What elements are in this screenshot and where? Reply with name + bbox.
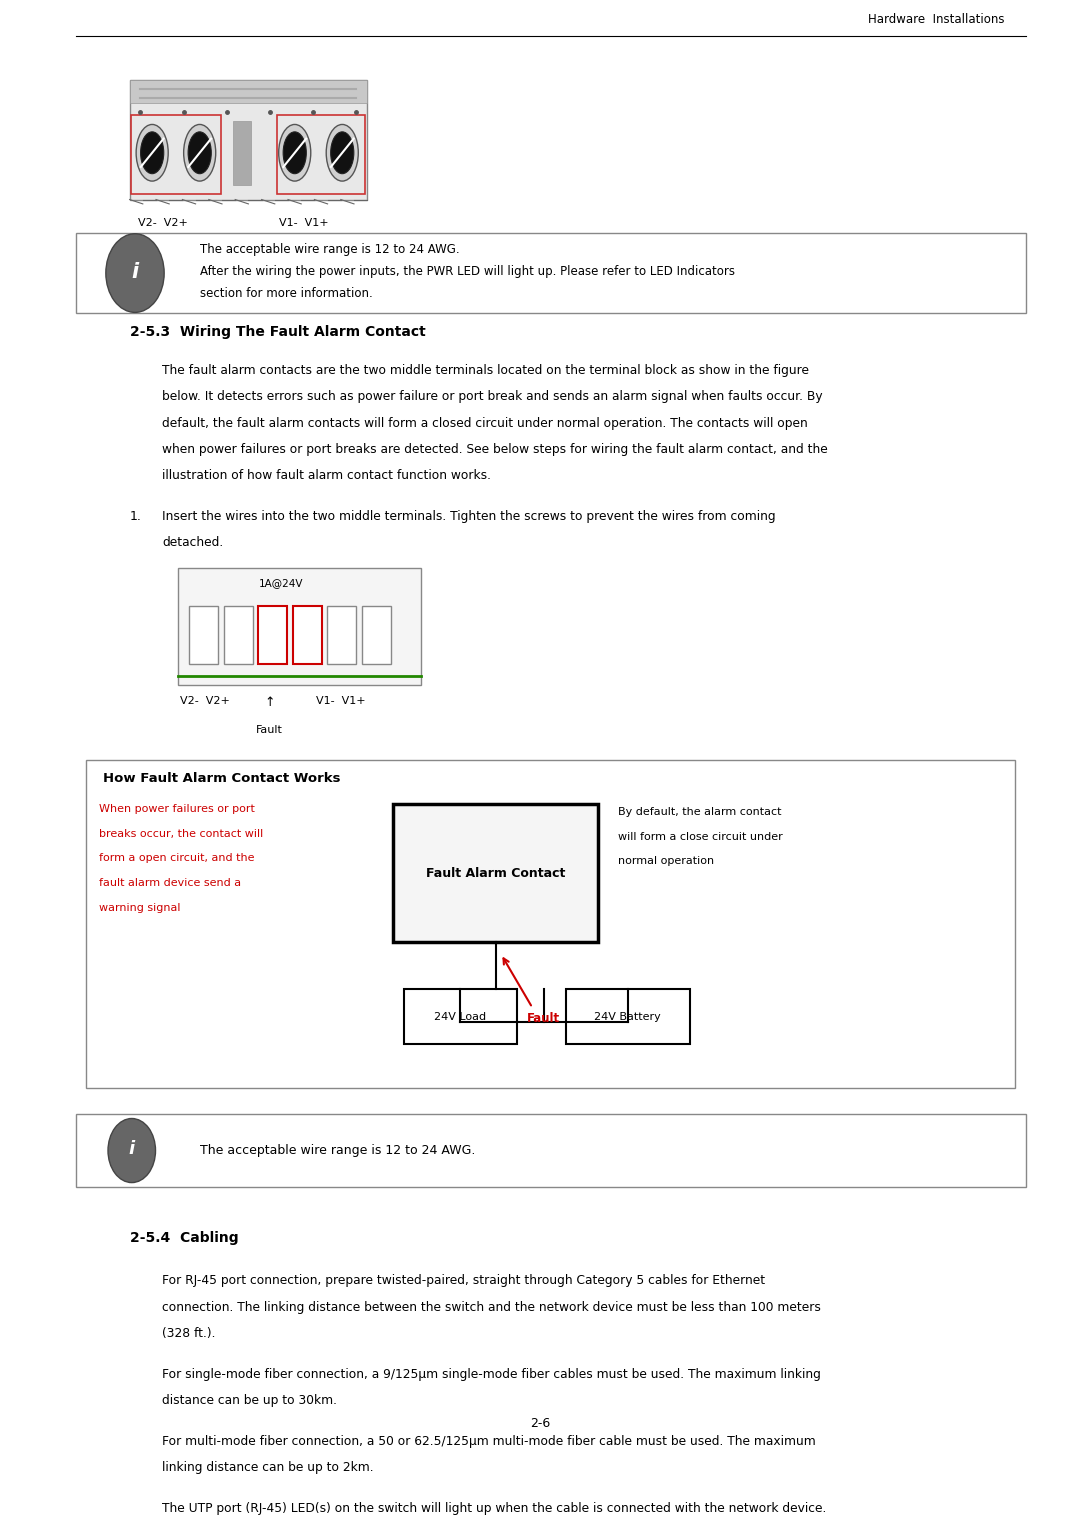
Text: section for more information.: section for more information. [200, 287, 373, 299]
Text: 1.: 1. [130, 510, 141, 522]
Text: 2-5.4  Cabling: 2-5.4 Cabling [130, 1231, 239, 1245]
Bar [224, 606, 253, 664]
Text: illustration of how fault alarm contact function works.: illustration of how fault alarm contact … [162, 469, 491, 483]
Bar [131, 115, 221, 194]
Bar [178, 568, 421, 684]
Text: For RJ-45 port connection, prepare twisted-paired, straight through Category 5 c: For RJ-45 port connection, prepare twist… [162, 1275, 765, 1287]
Bar [393, 803, 598, 942]
Text: when power failures or port breaks are detected. See below steps for wiring the : when power failures or port breaks are d… [162, 443, 827, 455]
Text: normal operation: normal operation [618, 857, 714, 866]
Text: 2-5.3  Wiring The Fault Alarm Contact: 2-5.3 Wiring The Fault Alarm Contact [130, 325, 426, 339]
Text: (328 ft.).: (328 ft.). [162, 1327, 216, 1339]
Bar [362, 606, 391, 664]
Ellipse shape [184, 125, 216, 182]
Text: linking distance can be up to 2km.: linking distance can be up to 2km. [162, 1461, 374, 1474]
Text: By default, the alarm contact: By default, the alarm contact [618, 806, 781, 817]
Text: form a open circuit, and the: form a open circuit, and the [99, 854, 255, 863]
Text: below. It detects errors such as power failure or port break and sends an alarm : below. It detects errors such as power f… [162, 391, 823, 403]
Circle shape [108, 1118, 156, 1182]
Text: V2-  V2+: V2- V2+ [180, 696, 230, 705]
Bar [76, 1115, 1026, 1186]
Bar [86, 760, 1015, 1087]
Bar [327, 606, 356, 664]
Text: i: i [132, 261, 138, 281]
Text: Fault: Fault [527, 1012, 561, 1025]
Bar [276, 115, 365, 194]
Text: For multi-mode fiber connection, a 50 or 62.5/125μm multi-mode fiber cable must : For multi-mode fiber connection, a 50 or… [162, 1434, 815, 1448]
Text: The acceptable wire range is 12 to 24 AWG.: The acceptable wire range is 12 to 24 AW… [200, 1144, 475, 1157]
Text: fault alarm device send a: fault alarm device send a [99, 878, 242, 889]
Text: distance can be up to 30km.: distance can be up to 30km. [162, 1394, 337, 1406]
Text: The UTP port (RJ-45) LED(s) on the switch will light up when the cable is connec: The UTP port (RJ-45) LED(s) on the switc… [162, 1501, 826, 1515]
Text: detached.: detached. [162, 536, 224, 548]
Text: Insert the wires into the two middle terminals. Tighten the screws to prevent th: Insert the wires into the two middle ter… [162, 510, 775, 522]
Text: connection. The linking distance between the switch and the network device must : connection. The linking distance between… [162, 1301, 821, 1313]
Bar [189, 606, 218, 664]
Bar [258, 606, 287, 664]
Text: 2-6: 2-6 [530, 1417, 550, 1431]
Text: The fault alarm contacts are the two middle terminals located on the terminal bl: The fault alarm contacts are the two mid… [162, 363, 809, 377]
Bar [233, 121, 251, 185]
Circle shape [106, 234, 164, 313]
Ellipse shape [279, 125, 311, 182]
Text: V2-  V2+: V2- V2+ [138, 218, 188, 229]
Text: i: i [129, 1141, 135, 1157]
Text: will form a close circuit under: will form a close circuit under [618, 832, 782, 841]
Text: Fault: Fault [256, 725, 283, 736]
Text: V1-  V1+: V1- V1+ [279, 218, 328, 229]
Text: 1A@24V: 1A@24V [258, 579, 302, 588]
Ellipse shape [330, 131, 354, 174]
Text: When power failures or port: When power failures or port [99, 803, 255, 814]
Ellipse shape [140, 131, 164, 174]
Text: Hardware  Installations: Hardware Installations [868, 14, 1004, 26]
Ellipse shape [326, 125, 359, 182]
Text: Fault Alarm Contact: Fault Alarm Contact [426, 867, 565, 880]
Text: ↑: ↑ [265, 696, 275, 709]
Ellipse shape [188, 131, 212, 174]
Text: warning signal: warning signal [99, 902, 180, 913]
Text: default, the fault alarm contacts will form a closed circuit under normal operat: default, the fault alarm contacts will f… [162, 417, 808, 429]
Text: For single-mode fiber connection, a 9/125μm single-mode fiber cables must be use: For single-mode fiber connection, a 9/12… [162, 1368, 821, 1380]
Text: How Fault Alarm Contact Works: How Fault Alarm Contact Works [103, 771, 340, 785]
Text: V1-  V1+: V1- V1+ [316, 696, 366, 705]
Text: After the wiring the power inputs, the PWR LED will light up. Please refer to LE: After the wiring the power inputs, the P… [200, 266, 734, 278]
Bar [404, 989, 517, 1044]
Text: 24V Battery: 24V Battery [594, 1011, 661, 1022]
Bar [76, 234, 1026, 313]
Text: breaks occur, the contact will: breaks occur, the contact will [99, 829, 264, 838]
Text: 24V Load: 24V Load [434, 1011, 486, 1022]
Bar [566, 989, 690, 1044]
Bar [130, 79, 367, 200]
Bar [130, 79, 367, 104]
Ellipse shape [283, 131, 307, 174]
Ellipse shape [136, 125, 168, 182]
Bar [293, 606, 322, 664]
Text: The acceptable wire range is 12 to 24 AWG.: The acceptable wire range is 12 to 24 AW… [200, 243, 459, 257]
